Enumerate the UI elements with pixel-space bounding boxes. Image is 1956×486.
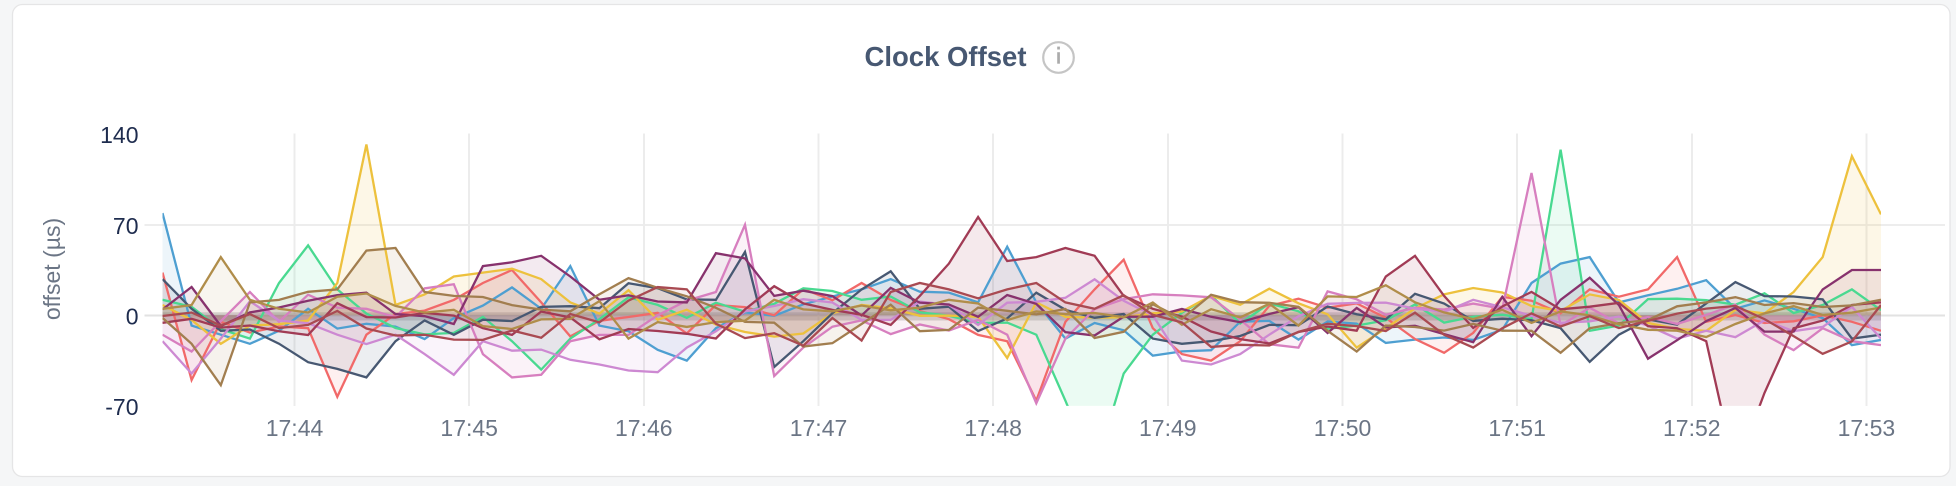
svg-text:-70: -70 xyxy=(105,394,138,420)
svg-text:17:46: 17:46 xyxy=(615,415,673,441)
svg-text:0: 0 xyxy=(126,303,139,329)
svg-text:17:51: 17:51 xyxy=(1488,415,1546,441)
svg-text:Clock Offset: Clock Offset xyxy=(865,41,1027,72)
svg-text:offset (µs): offset (µs) xyxy=(39,218,65,320)
svg-text:140: 140 xyxy=(100,122,138,148)
svg-text:17:48: 17:48 xyxy=(964,415,1022,441)
svg-text:17:49: 17:49 xyxy=(1139,415,1197,441)
svg-text:17:45: 17:45 xyxy=(440,415,498,441)
svg-text:17:52: 17:52 xyxy=(1663,415,1721,441)
svg-text:70: 70 xyxy=(113,213,139,239)
svg-text:17:47: 17:47 xyxy=(790,415,848,441)
svg-text:17:50: 17:50 xyxy=(1314,415,1372,441)
svg-text:17:53: 17:53 xyxy=(1838,415,1896,441)
svg-text:17:44: 17:44 xyxy=(266,415,324,441)
